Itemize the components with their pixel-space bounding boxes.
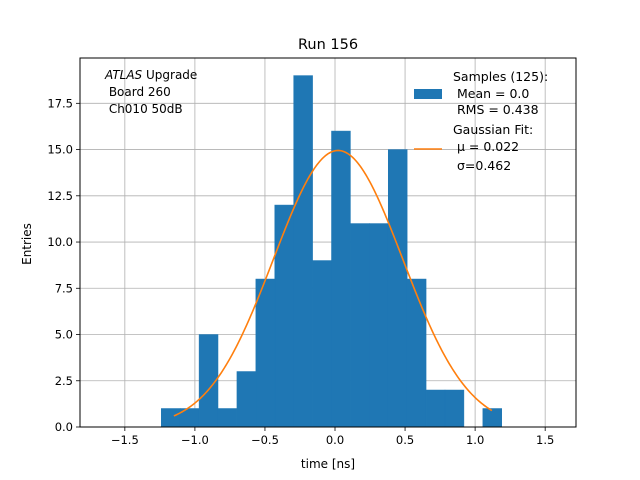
y-tick-label: 12.5 bbox=[47, 189, 73, 203]
legend-fit-line-2: μ = 0.022 bbox=[453, 139, 519, 154]
x-axis-ticks: −1.5 −1.0 −0.5 0.0 0.5 1.0 1.5 bbox=[111, 427, 554, 447]
histogram-bar bbox=[217, 408, 238, 428]
histogram-bar bbox=[255, 278, 276, 428]
annotation-line-3: Ch010 50dB bbox=[105, 102, 183, 116]
y-tick-label: 15.0 bbox=[47, 143, 73, 157]
x-tick-label: 0.5 bbox=[396, 433, 414, 447]
histogram-bars bbox=[161, 75, 502, 428]
annotation-line-1: ATLAS Upgrade bbox=[104, 68, 197, 82]
x-tick-label: 1.0 bbox=[466, 433, 484, 447]
annotation-line-2: Board 260 bbox=[105, 85, 171, 99]
histogram-bar bbox=[350, 223, 370, 428]
histogram-bar bbox=[312, 260, 332, 428]
x-axis-label: time [ns] bbox=[301, 457, 355, 471]
legend-hist-swatch bbox=[414, 89, 442, 99]
legend: Samples (125): Mean = 0.0 RMS = 0.438 Ga… bbox=[414, 69, 548, 173]
y-axis-ticks: 0.0 2.5 5.0 7.5 10.0 12.5 15.0 17.5 bbox=[47, 96, 80, 434]
y-tick-label: 7.5 bbox=[55, 281, 73, 295]
histogram-bar bbox=[482, 408, 502, 428]
histogram-bar bbox=[369, 223, 389, 428]
x-tick-label: −0.5 bbox=[251, 433, 279, 447]
histogram-bar bbox=[293, 75, 313, 428]
x-tick-label: 1.5 bbox=[536, 433, 554, 447]
histogram-bar bbox=[387, 149, 408, 428]
y-tick-label: 10.0 bbox=[47, 235, 73, 249]
histogram-bar bbox=[161, 408, 181, 428]
legend-fit-line-3: σ=0.462 bbox=[453, 158, 511, 173]
y-tick-label: 0.0 bbox=[55, 420, 73, 434]
plot-frame bbox=[79, 57, 577, 428]
annotation-atlas: ATLAS bbox=[104, 68, 143, 82]
histogram-bar bbox=[331, 130, 351, 428]
atlas-annotation: ATLAS Upgrade Board 260 Ch010 50dB bbox=[104, 68, 197, 116]
histogram-bar bbox=[236, 371, 257, 428]
y-tick-label: 5.0 bbox=[55, 328, 73, 342]
histogram-bar bbox=[406, 278, 427, 428]
gaussian-fit bbox=[173, 149, 493, 417]
y-axis-label: Entries bbox=[20, 223, 34, 265]
y-tick-label: 2.5 bbox=[55, 374, 73, 388]
x-tick-label: −1.0 bbox=[181, 433, 209, 447]
chart-title: Run 156 bbox=[298, 37, 358, 53]
x-tick-label: −1.5 bbox=[111, 433, 139, 447]
legend-fit-line-1: Gaussian Fit: bbox=[453, 122, 533, 137]
histogram-bar bbox=[444, 389, 465, 428]
y-tick-label: 17.5 bbox=[47, 96, 73, 110]
histogram-bar bbox=[274, 204, 294, 428]
x-tick-label: 0.0 bbox=[326, 433, 344, 447]
annotation-upgrade: Upgrade bbox=[142, 68, 197, 82]
histogram-bar bbox=[425, 389, 446, 428]
legend-hist-line-3: RMS = 0.438 bbox=[453, 102, 539, 117]
legend-hist-line-1: Samples (125): bbox=[453, 69, 548, 84]
legend-hist-line-2: Mean = 0.0 bbox=[453, 86, 529, 101]
gaussian-fit-curve bbox=[173, 149, 493, 417]
